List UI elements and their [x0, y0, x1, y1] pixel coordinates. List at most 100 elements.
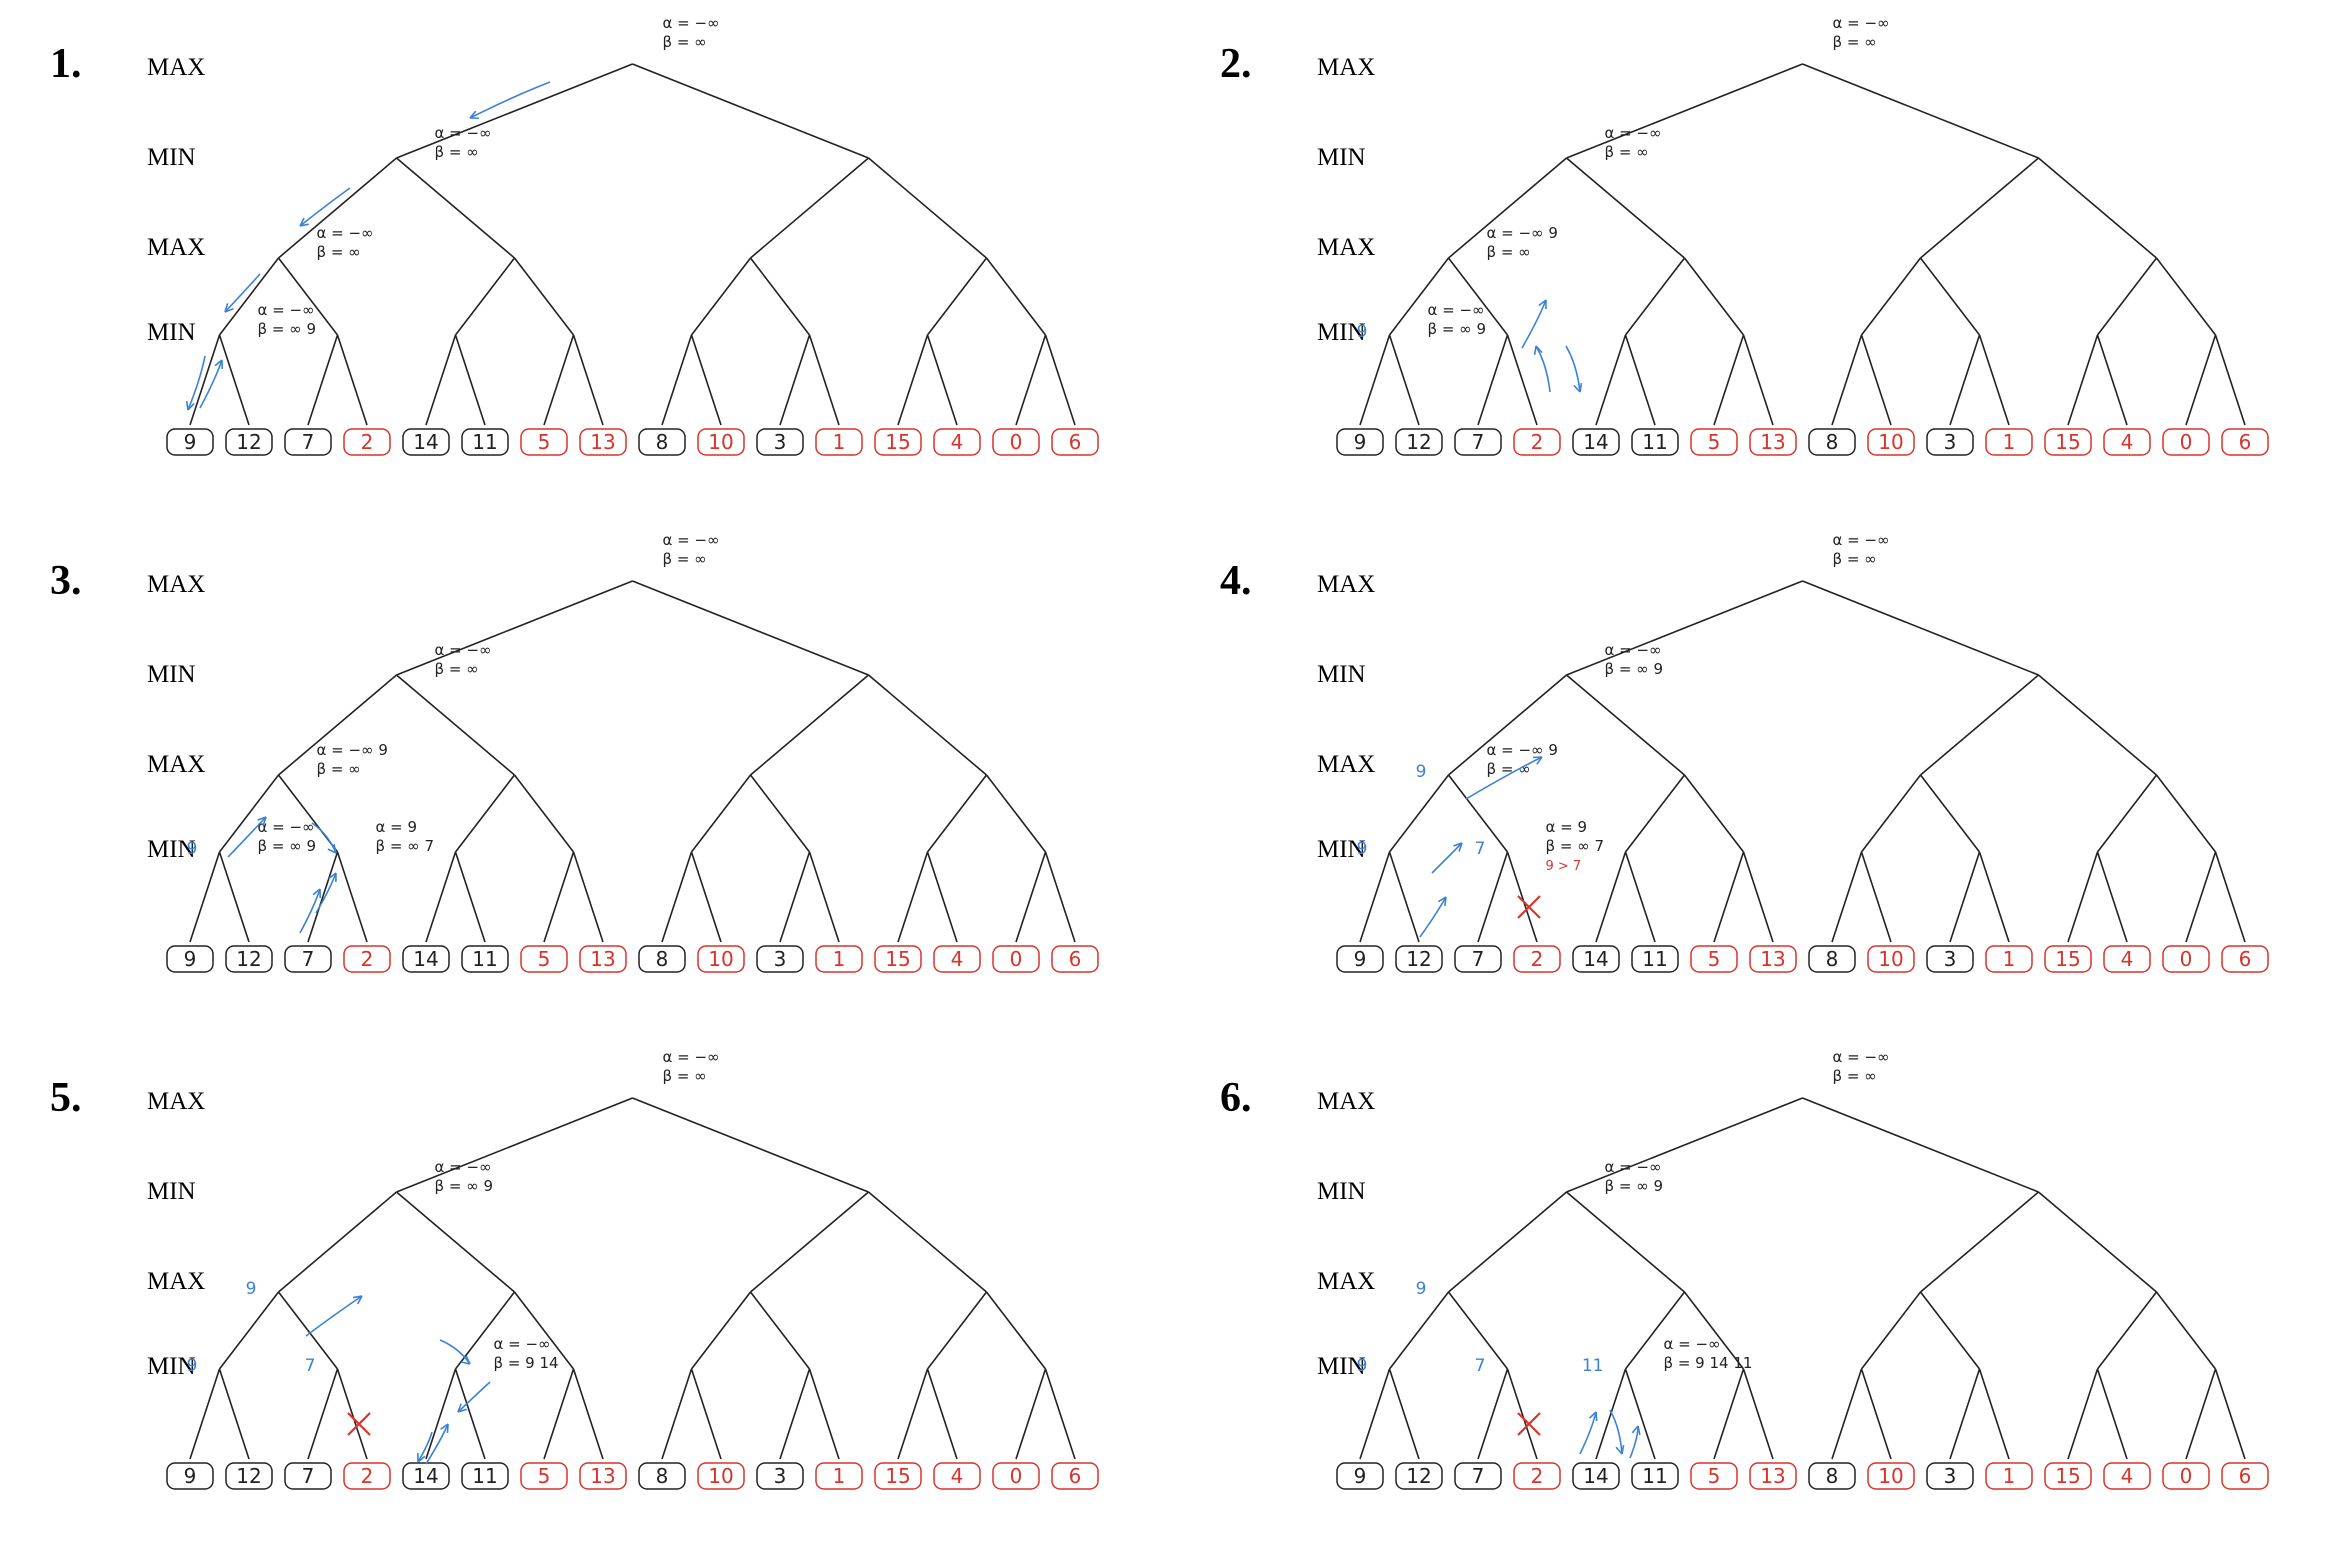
edge-max-min2-4: [690, 257, 752, 336]
edge-min2-leaf-10: [1949, 851, 1981, 943]
edge-min-max-1: [395, 157, 516, 259]
leaf-node: 5: [1690, 1462, 1738, 1490]
edge-min2-leaf-0: [189, 334, 221, 426]
leaf-node: 6: [2221, 945, 2269, 973]
traversal-arrows: [1579, 1409, 1641, 1459]
edge-max-min2-3: [1683, 774, 1745, 853]
bound-line: β = ∞: [317, 243, 361, 261]
leaf-node: 11: [1631, 945, 1679, 973]
leaf-value: 4: [2121, 1464, 2134, 1488]
prune-condition: 9 > 7: [1546, 859, 1582, 874]
edge-max-min2-0: [1388, 1291, 1450, 1370]
leaf-value: 2: [361, 947, 374, 971]
level-label-min: MIN: [1317, 319, 1366, 346]
leaf-value: 13: [1760, 430, 1785, 454]
leaf-value: 12: [1406, 430, 1431, 454]
leaf-node: 4: [933, 1462, 981, 1490]
edge-max-min2-6: [2096, 774, 2158, 853]
edge-max-min2-1: [1447, 774, 1509, 853]
leaf-node: 13: [579, 945, 627, 973]
leaf-node: 0: [2162, 1462, 2210, 1490]
edge-max-min2-1: [1447, 1291, 1509, 1370]
edge-min2-leaf-2: [307, 851, 339, 943]
alpha-beta-annotation: α = −∞β = ∞: [663, 14, 720, 51]
edge-max-min2-5: [749, 774, 811, 853]
level-label-min: MIN: [1317, 1353, 1366, 1380]
bound-line: α = 9: [1546, 818, 1588, 836]
bound-line: α = −∞: [258, 818, 315, 836]
leaf-value: 2: [1531, 430, 1544, 454]
leaf-node: 6: [1051, 945, 1099, 973]
level-label-min: MIN: [1317, 144, 1366, 171]
traversal-arrows: [227, 816, 337, 934]
leaf-node: 15: [2044, 945, 2092, 973]
leaf-value: 12: [236, 947, 261, 971]
bound-line: α = −∞: [1833, 14, 1890, 32]
edge-min2-leaf-8: [1831, 334, 1863, 426]
level-label-max: MAX: [1317, 54, 1376, 81]
leaf-value: 1: [833, 1464, 846, 1488]
game-tree: 9 12 7 2 14 11 5 13 8 10 3 1 15 4 0 6α = −∞β = ∞α = −∞β…: [1336, 14, 2269, 456]
leaf-node: 2: [343, 945, 391, 973]
leaf-node: 13: [1749, 945, 1797, 973]
leaf-node: 10: [1867, 1462, 1915, 1490]
edge-min2-leaf-6: [543, 1368, 575, 1460]
edge-root-min-1: [1802, 63, 2039, 159]
edge-max-min2-7: [985, 774, 1047, 853]
edge-max-min2-5: [1919, 257, 1981, 336]
bound-line: α = −∞: [1605, 1158, 1662, 1176]
bound-line: α = −∞: [317, 224, 374, 242]
leaf-node: 6: [1051, 428, 1099, 456]
leaf-node: 11: [1631, 428, 1679, 456]
leaf-value: 8: [656, 430, 669, 454]
leaf-value: 9: [184, 430, 197, 454]
returned-value-label: 9: [1357, 839, 1368, 859]
leaf-value: 6: [1069, 1464, 1082, 1488]
edge-root-min-0: [1566, 1097, 1803, 1193]
edge-min-max-2: [1919, 674, 2040, 776]
leaf-value: 8: [656, 947, 669, 971]
edge-min2-leaf-1: [218, 1368, 250, 1460]
leaf-value: 7: [302, 430, 315, 454]
leaf-node: 0: [992, 1462, 1040, 1490]
edge-min2-leaf-5: [1624, 851, 1656, 943]
edge-min2-leaf-13: [926, 1368, 958, 1460]
edge-min2-leaf-5: [454, 1368, 486, 1460]
edge-root-min-1: [632, 580, 869, 676]
leaf-value: 4: [2121, 947, 2134, 971]
edge-min2-leaf-14: [2185, 1368, 2217, 1460]
edge-min2-leaf-11: [808, 1368, 840, 1460]
leaf-value: 0: [1010, 430, 1023, 454]
edge-min-max-2: [749, 674, 870, 776]
edge-min2-leaf-3: [1506, 851, 1538, 943]
leaf-node: 1: [815, 1462, 863, 1490]
leaf-value: 0: [2180, 1464, 2193, 1488]
leaf-value: 14: [413, 947, 438, 971]
level-label-min: MIN: [147, 1178, 196, 1205]
bound-line: α = −∞: [258, 301, 315, 319]
leaf-value: 4: [951, 1464, 964, 1488]
edge-min2-leaf-12: [2067, 851, 2099, 943]
edge-max-min2-4: [1860, 257, 1922, 336]
level-label-max: MAX: [147, 571, 206, 598]
leaf-node: 12: [225, 945, 273, 973]
edge-min2-leaf-3: [336, 334, 368, 426]
leaf-value: 13: [1760, 1464, 1785, 1488]
returned-value-label: 11: [1582, 1356, 1604, 1376]
leaf-node: 12: [1395, 1462, 1443, 1490]
leaf-node: 1: [815, 428, 863, 456]
leaf-node: 3: [1926, 945, 1974, 973]
leaf-node: 7: [1454, 428, 1502, 456]
leaf-node: 9: [166, 945, 214, 973]
leaf-node: 9: [1336, 428, 1384, 456]
leaf-node: 14: [402, 945, 450, 973]
leaf-node: 15: [874, 1462, 922, 1490]
game-tree: 9 12 7 2 14 11 5 13 8 10 3 1 15 4 0 6α = −∞β = ∞α = −∞β…: [1336, 1048, 2269, 1490]
edge-max-min2-6: [926, 774, 988, 853]
level-label-max: MAX: [147, 1268, 206, 1295]
tree-edges: [189, 1097, 1076, 1460]
pruned-cross-icon: [1517, 895, 1541, 919]
edge-min2-leaf-1: [1388, 851, 1420, 943]
leaf-value: 9: [1354, 430, 1367, 454]
edge-min2-leaf-9: [690, 334, 722, 426]
